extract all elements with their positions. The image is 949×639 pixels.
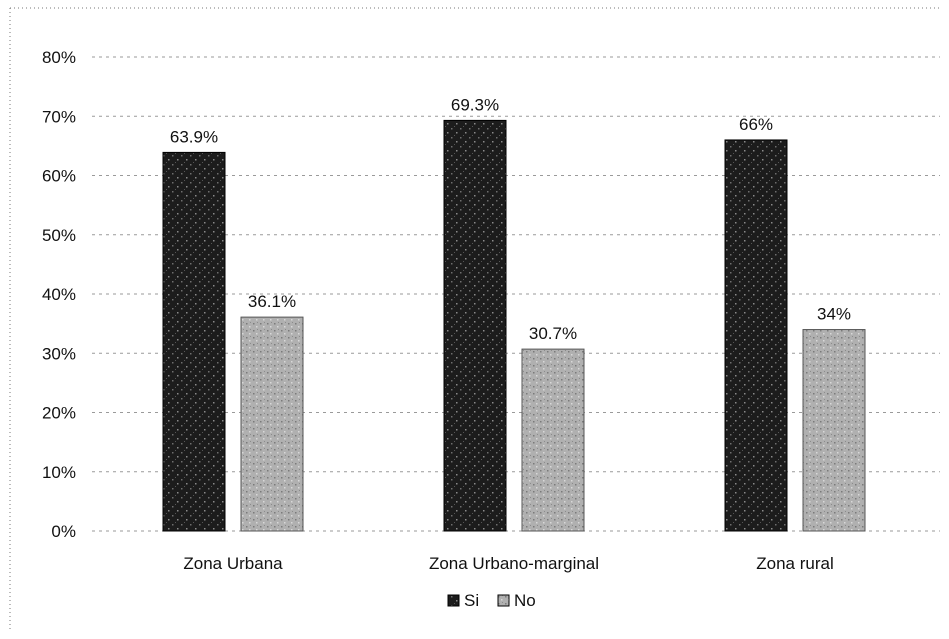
legend-label: Si [464,591,479,610]
data-label: 34% [817,305,851,324]
bar-si-2 [443,119,507,532]
legend-swatch [497,594,510,607]
legend-label: No [514,591,536,610]
y-tick-label: 80% [42,48,76,67]
y-tick-label: 10% [42,463,76,482]
legend-item-no: No [497,591,536,610]
x-category-label: Zona rural [756,554,833,573]
y-tick-label: 40% [42,285,76,304]
data-label: 69.3% [451,95,499,114]
bars [162,119,866,532]
legend-swatch [447,594,460,607]
y-tick-label: 50% [42,226,76,245]
data-label: 36.1% [248,292,296,311]
x-category-label: Zona Urbana [183,554,283,573]
y-tick-label: 20% [42,404,76,423]
data-label: 66% [739,115,773,134]
y-axis-ticks: 0% 10% 20% 30% 40% 50% 60% 70% 80% [42,48,76,541]
bar-no-3 [802,329,866,532]
data-labels: 63.9% 36.1% 69.3% 30.7% 66% 34% [170,95,851,343]
data-label: 63.9% [170,127,218,146]
x-category-label: Zona Urbano-marginal [429,554,599,573]
y-tick-label: 0% [51,522,76,541]
y-tick-label: 60% [42,167,76,186]
bar-si-1 [162,151,226,532]
bar-no-2 [521,348,585,532]
legend: Si No [447,591,536,610]
x-axis-categories: Zona Urbana Zona Urbano-marginal Zona rura… [183,554,833,573]
bar-no-1 [240,316,304,532]
gridlines [92,56,940,532]
data-label: 30.7% [529,324,577,343]
y-tick-label: 30% [42,344,76,363]
bar-si-3 [724,139,788,532]
legend-item-si: Si [447,591,479,610]
y-tick-label: 70% [42,107,76,126]
